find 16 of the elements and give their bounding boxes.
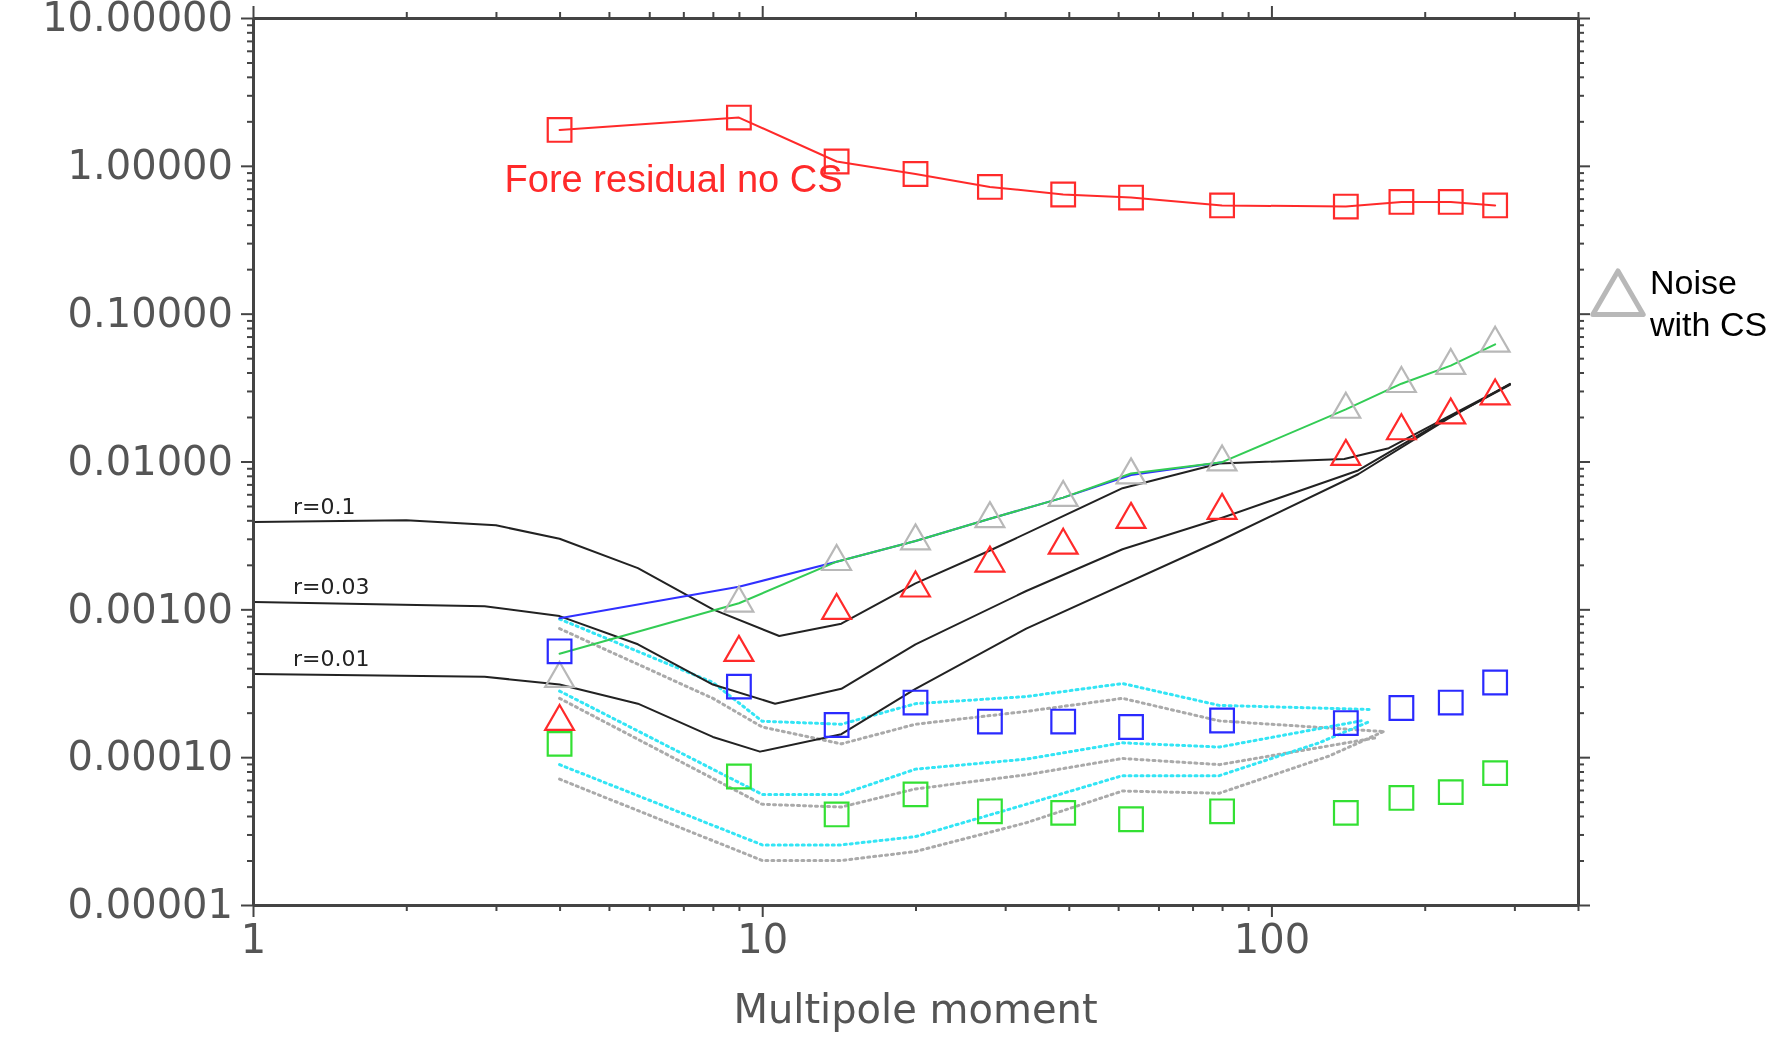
y-tick-label: 0.01000 bbox=[67, 437, 233, 484]
x-tick-label: 1 bbox=[240, 916, 267, 963]
series-label: r=0.1 bbox=[293, 493, 356, 519]
y-tick-label: 0.00001 bbox=[67, 881, 233, 928]
series-label: r=0.01 bbox=[293, 645, 370, 671]
series-label: r=0.03 bbox=[293, 574, 370, 600]
y-tick-label: 0.10000 bbox=[67, 289, 233, 336]
y-tick-label: 0.00010 bbox=[67, 733, 233, 780]
y-tick-label: 0.00100 bbox=[67, 585, 233, 632]
x-axis-title: Multipole moment bbox=[733, 986, 1098, 1032]
legend-label: Noise with CS bbox=[1649, 263, 1768, 343]
x-tick-label: 10 bbox=[737, 916, 789, 963]
x-tick-label: 100 bbox=[1233, 916, 1311, 963]
y-tick-label: 1.00000 bbox=[67, 142, 233, 189]
series-label: Fore residual no CS bbox=[504, 157, 843, 200]
y-tick-label: 10.00000 bbox=[42, 0, 233, 41]
